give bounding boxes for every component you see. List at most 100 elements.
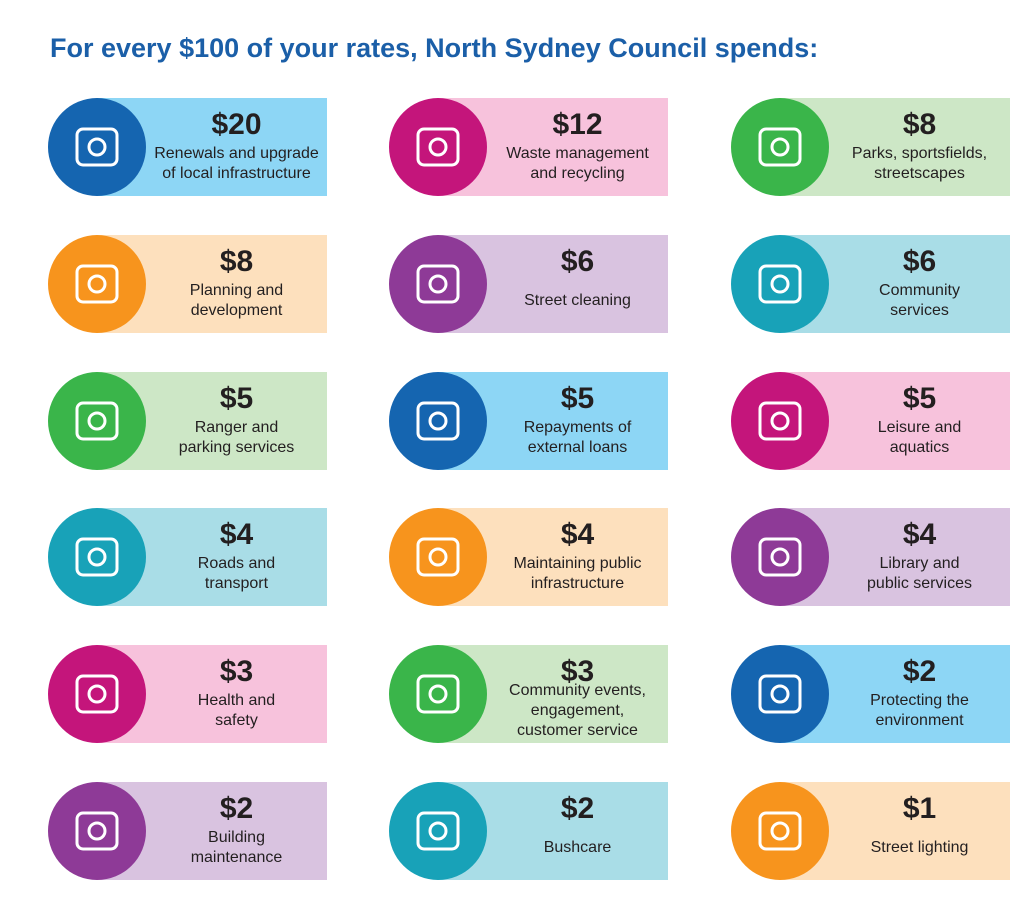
- spend-card: $6 Community services: [731, 235, 1010, 333]
- amount: $1: [903, 792, 936, 825]
- label-line: Bushcare: [544, 839, 612, 856]
- amount: $4: [903, 518, 937, 551]
- icon-glyph: [758, 127, 802, 167]
- amount: $5: [220, 382, 253, 415]
- label-line: Roads and: [198, 555, 275, 572]
- icon-glyph-dot: [87, 547, 107, 567]
- label-line: aquatics: [890, 439, 950, 456]
- label-line: maintenance: [191, 849, 283, 866]
- label-line: public services: [867, 575, 972, 592]
- amount: $3: [220, 655, 253, 688]
- label-line: engagement,: [531, 702, 624, 719]
- spend-card: $4 Roads and transport: [48, 508, 327, 606]
- icon-circle: [731, 235, 829, 333]
- icon-glyph: [758, 401, 802, 441]
- amount: $5: [561, 382, 594, 415]
- spend-card: $2 Bushcare: [389, 782, 668, 880]
- icon-circle: [48, 782, 146, 880]
- amount: $20: [211, 108, 261, 141]
- icon-circle: [731, 645, 829, 743]
- label-line: Maintaining public: [513, 555, 641, 572]
- icon-glyph: [416, 811, 460, 851]
- icon-glyph-dot: [428, 411, 448, 431]
- icon-glyph: [758, 811, 802, 851]
- spend-card: $5 Ranger and parking services: [48, 372, 327, 470]
- label-line: of local infrastructure: [162, 165, 311, 182]
- label-line: Renewals and upgrade: [154, 145, 319, 162]
- icon-glyph: [416, 264, 460, 304]
- icon-circle: [731, 372, 829, 470]
- icon-glyph: [75, 264, 119, 304]
- spend-card: $8 Planning and development: [48, 235, 327, 333]
- icon-circle: [389, 98, 487, 196]
- icon-circle: [731, 782, 829, 880]
- spend-card: $2 Protecting the environment: [731, 645, 1010, 743]
- icon-glyph-dot: [770, 684, 790, 704]
- label-line: Library and: [879, 555, 959, 572]
- label-line: environment: [875, 712, 964, 729]
- icon-glyph: [75, 127, 119, 167]
- icon-glyph-dot: [428, 821, 448, 841]
- icon-glyph-dot: [87, 274, 107, 294]
- label-line: development: [191, 302, 283, 319]
- amount: $3: [561, 655, 594, 688]
- label-line: Street cleaning: [524, 292, 631, 309]
- spend-card: $5 Repayments of external loans: [389, 372, 668, 470]
- icon-circle: [48, 508, 146, 606]
- icon-circle: [731, 98, 829, 196]
- spend-card: $5 Leisure and aquatics: [731, 372, 1010, 470]
- label-line: services: [890, 302, 949, 319]
- amount: $6: [561, 245, 594, 278]
- label-line: Building: [208, 829, 265, 846]
- icon-circle: [48, 98, 146, 196]
- icon-circle: [48, 235, 146, 333]
- amount: $5: [903, 382, 936, 415]
- label-line: Leisure and: [878, 419, 962, 436]
- spend-card: $6 Street cleaning: [389, 235, 668, 333]
- spend-card: $4 Maintaining public infrastructure: [389, 508, 668, 606]
- icon-circle: [389, 235, 487, 333]
- icon-glyph: [416, 674, 460, 714]
- spend-card: $2 Building maintenance: [48, 782, 327, 880]
- icon-glyph-dot: [87, 411, 107, 431]
- spend-card: $3 Health and safety: [48, 645, 327, 743]
- icon-glyph-dot: [428, 684, 448, 704]
- label-line: Repayments of: [524, 419, 632, 436]
- label-line: Ranger and: [195, 419, 279, 436]
- icon-glyph: [75, 674, 119, 714]
- icon-circle: [48, 645, 146, 743]
- icon-circle: [48, 372, 146, 470]
- amount: $6: [903, 245, 936, 278]
- icon-glyph-dot: [770, 411, 790, 431]
- icon-glyph-dot: [770, 137, 790, 157]
- label-line: Community: [879, 282, 960, 299]
- label-line: Waste management: [506, 145, 649, 162]
- amount: $4: [220, 518, 254, 551]
- icon-glyph-dot: [87, 137, 107, 157]
- label-line: Protecting the: [870, 692, 969, 709]
- label-line: Parks, sportsfields,: [852, 145, 987, 162]
- icon-glyph: [75, 811, 119, 851]
- label-line: Community events,: [509, 682, 646, 699]
- icon-glyph-dot: [428, 137, 448, 157]
- label-line: parking services: [179, 439, 295, 456]
- amount: $8: [903, 108, 936, 141]
- label-line: external loans: [528, 439, 628, 456]
- icon-circle: [389, 782, 487, 880]
- icon-circle: [731, 508, 829, 606]
- amount: $2: [903, 655, 936, 688]
- label-line: streetscapes: [874, 165, 965, 182]
- title: For every $100 of your rates, North Sydn…: [50, 33, 818, 63]
- label-line: infrastructure: [531, 575, 624, 592]
- icon-glyph: [416, 127, 460, 167]
- spend-card: $4 Library and public services: [731, 508, 1010, 606]
- icon-glyph: [758, 537, 802, 577]
- icon-glyph: [416, 537, 460, 577]
- label-line: safety: [215, 712, 258, 729]
- amount: $2: [561, 792, 594, 825]
- icon-glyph-dot: [770, 274, 790, 294]
- spend-card: $12 Waste management and recycling: [389, 98, 668, 196]
- icon-glyph: [758, 264, 802, 304]
